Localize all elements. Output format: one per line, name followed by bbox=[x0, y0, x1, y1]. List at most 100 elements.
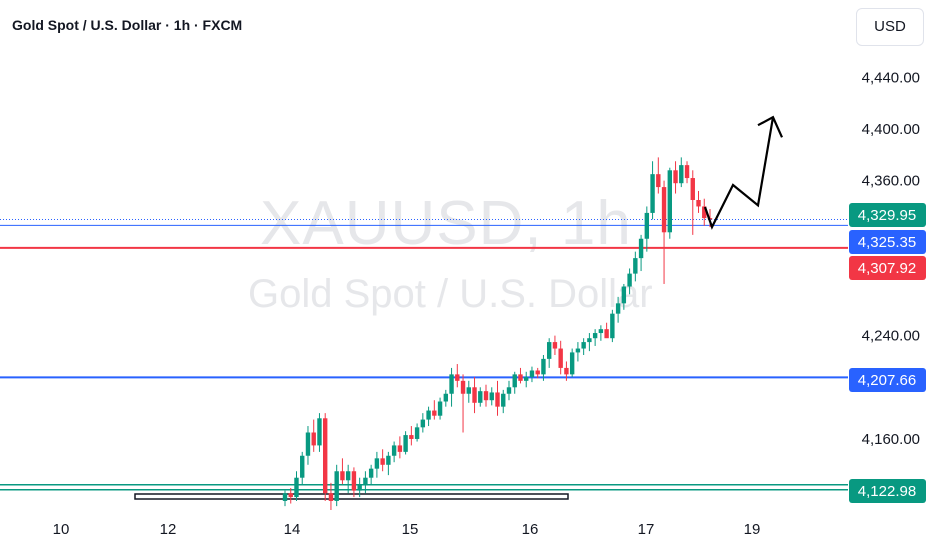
candle-body bbox=[460, 380, 466, 394]
candle-body bbox=[656, 174, 661, 188]
candle-body bbox=[644, 212, 650, 239]
candle-body bbox=[627, 273, 632, 287]
x-tick-label: 14 bbox=[284, 521, 301, 538]
candle-body bbox=[512, 374, 517, 388]
candle-body bbox=[449, 374, 454, 394]
x-tick-label: 10 bbox=[53, 521, 70, 538]
horizontal-levels bbox=[0, 218, 848, 491]
y-tick-label: 4,240.00 bbox=[862, 328, 920, 345]
candle-body bbox=[587, 338, 592, 343]
candle-body bbox=[300, 455, 305, 478]
candle-body bbox=[558, 348, 563, 368]
candle-body bbox=[420, 419, 426, 428]
candle-body bbox=[397, 445, 403, 452]
y-tick-label: 4,360.00 bbox=[862, 173, 920, 190]
arrowhead-icon bbox=[757, 115, 784, 138]
candle-body bbox=[495, 392, 500, 407]
candle-body bbox=[391, 445, 397, 456]
candle-body bbox=[432, 410, 437, 416]
candle-body bbox=[610, 313, 615, 339]
candle-body bbox=[363, 477, 368, 485]
x-tick-label: 16 bbox=[522, 521, 539, 538]
price-axis[interactable]: 4,440.00 4,400.00 4,360.00 4,240.00 4,160.00 bbox=[862, 69, 920, 448]
candle-body bbox=[552, 342, 558, 349]
candlesticks bbox=[282, 157, 713, 510]
candle-body bbox=[581, 342, 586, 349]
candle-body bbox=[426, 410, 431, 420]
candle-body bbox=[483, 391, 489, 401]
candle-body bbox=[288, 493, 293, 498]
candle-body bbox=[443, 393, 449, 402]
candle-body bbox=[374, 458, 380, 469]
watermark-symbol: XAUUSD, 1h bbox=[260, 189, 632, 258]
range-box bbox=[134, 493, 569, 500]
candle-body bbox=[437, 401, 443, 416]
candle-body bbox=[546, 342, 552, 359]
candle-body bbox=[282, 493, 288, 501]
x-tick-label: 19 bbox=[744, 521, 761, 538]
candle-body bbox=[386, 455, 391, 465]
price-badge-label: 4,122.98 bbox=[858, 483, 916, 500]
candle-body bbox=[294, 477, 299, 498]
candle-body bbox=[524, 376, 529, 381]
candle-body bbox=[615, 303, 621, 314]
candle-body bbox=[667, 170, 672, 233]
candle-body bbox=[323, 418, 328, 494]
candle-body bbox=[621, 286, 627, 304]
candle-body bbox=[368, 468, 374, 478]
watermark-description: Gold Spot / U.S. Dollar bbox=[248, 272, 653, 316]
candle-body bbox=[592, 333, 598, 339]
candle-body bbox=[455, 374, 460, 381]
candle-body bbox=[638, 238, 644, 259]
x-tick-label: 17 bbox=[638, 521, 655, 538]
candle-body bbox=[501, 393, 506, 407]
candle-body bbox=[575, 348, 581, 353]
time-axis[interactable]: 10 12 14 15 16 17 19 bbox=[53, 521, 761, 538]
candle-body bbox=[661, 187, 667, 233]
price-badge-label: 4,329.95 bbox=[858, 207, 916, 224]
candle-body bbox=[569, 352, 575, 375]
candle-body bbox=[679, 165, 684, 184]
candle-body bbox=[518, 374, 523, 381]
candle-body bbox=[305, 432, 311, 456]
candle-body bbox=[633, 258, 638, 274]
candle-body bbox=[673, 170, 678, 184]
candle-body bbox=[506, 387, 512, 394]
candle-body bbox=[328, 493, 334, 501]
y-tick-label: 4,160.00 bbox=[862, 431, 920, 448]
price-badge bbox=[849, 368, 926, 392]
candle-body bbox=[317, 418, 322, 446]
candle-body bbox=[403, 435, 408, 452]
candle-body bbox=[357, 484, 362, 491]
candle-body bbox=[690, 178, 695, 200]
candle-body bbox=[604, 329, 609, 339]
candle-body bbox=[529, 370, 535, 377]
candle-body bbox=[541, 358, 546, 375]
x-tick-label: 15 bbox=[402, 521, 419, 538]
candle-body bbox=[311, 432, 316, 446]
candle-body bbox=[489, 392, 494, 401]
candle-body bbox=[650, 174, 655, 213]
candle-body bbox=[414, 427, 420, 439]
y-tick-label: 4,400.00 bbox=[862, 121, 920, 138]
price-badge-label: 4,325.35 bbox=[858, 234, 916, 251]
currency-selector[interactable]: USD bbox=[856, 8, 924, 46]
candle-body bbox=[472, 387, 477, 403]
price-badge bbox=[849, 479, 926, 503]
candle-body bbox=[409, 435, 414, 439]
candle-body bbox=[696, 200, 701, 207]
price-badge bbox=[849, 203, 926, 227]
candle-body bbox=[535, 370, 540, 375]
y-tick-label: 4,440.00 bbox=[862, 69, 920, 86]
chart-title: Gold Spot / U.S. Dollar · 1h · FXCM bbox=[12, 17, 243, 33]
candle-body bbox=[351, 471, 357, 491]
candle-body bbox=[380, 458, 385, 465]
price-badge bbox=[849, 256, 926, 280]
candle-body bbox=[702, 206, 707, 219]
candle-body bbox=[466, 387, 471, 394]
candle-body bbox=[598, 329, 604, 334]
x-tick-label: 12 bbox=[160, 521, 177, 538]
candle-body bbox=[345, 471, 351, 481]
